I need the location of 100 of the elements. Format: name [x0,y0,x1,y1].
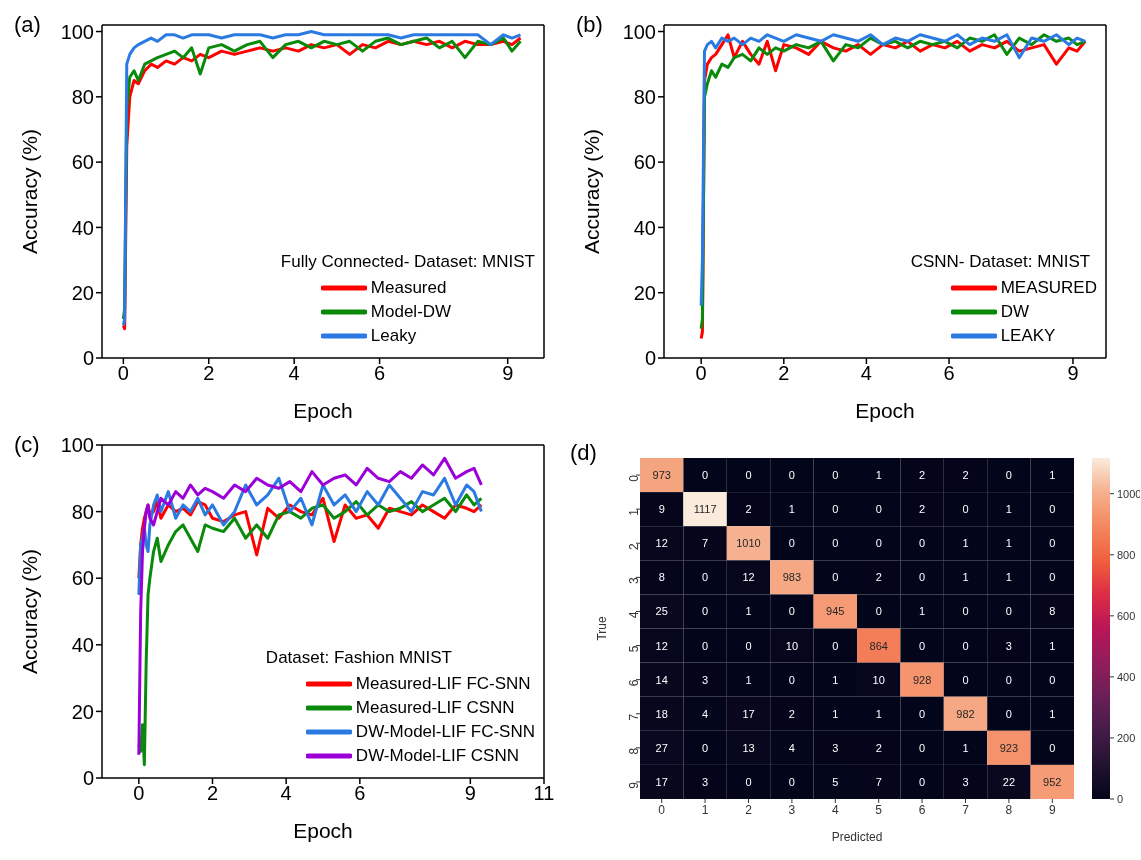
y-tick-label: 8 [627,747,642,755]
x-tick-label: 9 [1048,802,1056,817]
x-tick-label: 5 [875,802,883,817]
data-label: 0 [832,571,839,584]
data-label: 0 [1049,741,1056,754]
data-label: 973 [652,469,671,482]
data-label: 0 [788,469,795,482]
data-label: 8 [658,571,665,584]
data-label: 0 [962,503,969,516]
data-label: 1 [788,503,795,516]
data-label: 0 [875,605,882,618]
data-label: 13 [742,741,755,754]
y-tick-label: 20 [71,700,94,723]
legend-title: Fully Connected- Dataset: MNIST [280,252,535,272]
data-label: 0 [788,537,795,550]
legend-title: Dataset: Fashion MNIST [265,648,453,668]
data-label: 0 [832,469,839,482]
x-tick-label: 6 [918,802,926,817]
data-label: 0 [1049,537,1056,550]
data-label: 1 [875,707,882,720]
y-tick-label: 7 [627,713,642,721]
x-tick-label: 9 [464,782,476,805]
data-label: 2 [875,571,882,584]
x-tick-label: 9 [502,362,514,385]
data-label: 1 [875,469,882,482]
y-tick-label: 40 [71,633,94,656]
chart-title: (a) [14,12,41,38]
data-label: 0 [788,673,795,686]
x-tick-label: 6 [374,362,386,385]
legend-label: MEASURED [1000,278,1097,298]
x-tick-label: 6 [354,782,366,805]
data-label: 864 [869,639,888,652]
legend-label: Leaky [370,326,417,346]
data-label: 0 [1005,469,1012,482]
x-tick-label: 9 [1067,362,1079,385]
y-tick-label: 6 [627,679,642,687]
data-label: 12 [655,639,668,652]
x-axis-title: Predicted [831,830,883,844]
data-label: 12 [742,571,755,584]
data-label: 3 [1005,639,1012,652]
x-tick-label: 8 [1005,802,1013,817]
data-label: 1 [1005,537,1012,550]
legend-label: DW-Model-LIF CSNN [355,746,519,766]
legend-label: Measured [370,278,447,298]
data-label: 8 [1049,605,1056,618]
data-label: 0 [919,537,926,550]
data-label: 0 [745,639,752,652]
y-tick-label: 40 [71,216,94,239]
y-tick-label: 0 [627,474,642,482]
x-tick-label: 2 [206,782,219,805]
y-tick-label: 5 [627,645,642,653]
data-label: 1117 [693,503,717,516]
data-label: 1 [832,707,839,720]
data-label: 0 [962,639,969,652]
data-label: 0 [1049,673,1056,686]
data-label: 923 [999,741,1019,754]
data-label: 12 [655,537,668,550]
data-label: 0 [788,605,795,618]
data-label: 17 [742,707,755,720]
data-label: 1 [919,605,926,618]
data-label: 0 [919,707,926,720]
x-tick-label: 0 [695,362,707,385]
y-tick-label: 100 [622,20,656,43]
data-label: 0 [702,469,709,482]
data-label: 0 [919,571,926,584]
data-label: 1 [962,571,969,584]
x-tick-label: 11 [533,782,555,805]
y-tick-label: 20 [71,281,94,304]
data-label: 7 [702,537,709,550]
data-label: 0 [702,605,709,618]
data-label: 0 [875,503,882,516]
chart-title: (d) [570,440,597,466]
data-label: 1010 [736,537,761,550]
x-tick-label: 0 [133,782,145,805]
data-label: 1 [1005,571,1012,584]
data-label: 0 [832,537,839,550]
data-label: 10 [785,639,799,652]
x-tick-label: 2 [778,362,790,385]
data-label: 0 [875,537,882,550]
x-axis-title: Epoch [293,399,353,422]
data-label: 0 [919,639,926,652]
y-tick-label: 80 [633,85,656,108]
y-tick-label: 100 [60,20,94,43]
data-label: 952 [1043,775,1062,788]
chart-title: (c) [14,432,40,458]
y-tick-label: 100 [60,434,94,457]
y-tick-label: 80 [71,500,94,523]
line-series [137,476,483,597]
data-label: 22 [1002,775,1016,788]
data-label: 983 [782,571,802,584]
data-label: 14 [655,673,668,686]
y-tick-label: 3 [627,577,642,585]
data-label: 2 [875,741,882,754]
data-label: 17 [655,775,668,788]
data-label: 0 [1049,571,1056,584]
data-label: 3 [832,741,839,754]
data-label: 2 [962,469,969,482]
x-axis-title: Epoch [293,819,353,842]
color-bar-label: 600 [1117,609,1136,622]
color-bar-label: 200 [1117,731,1136,744]
